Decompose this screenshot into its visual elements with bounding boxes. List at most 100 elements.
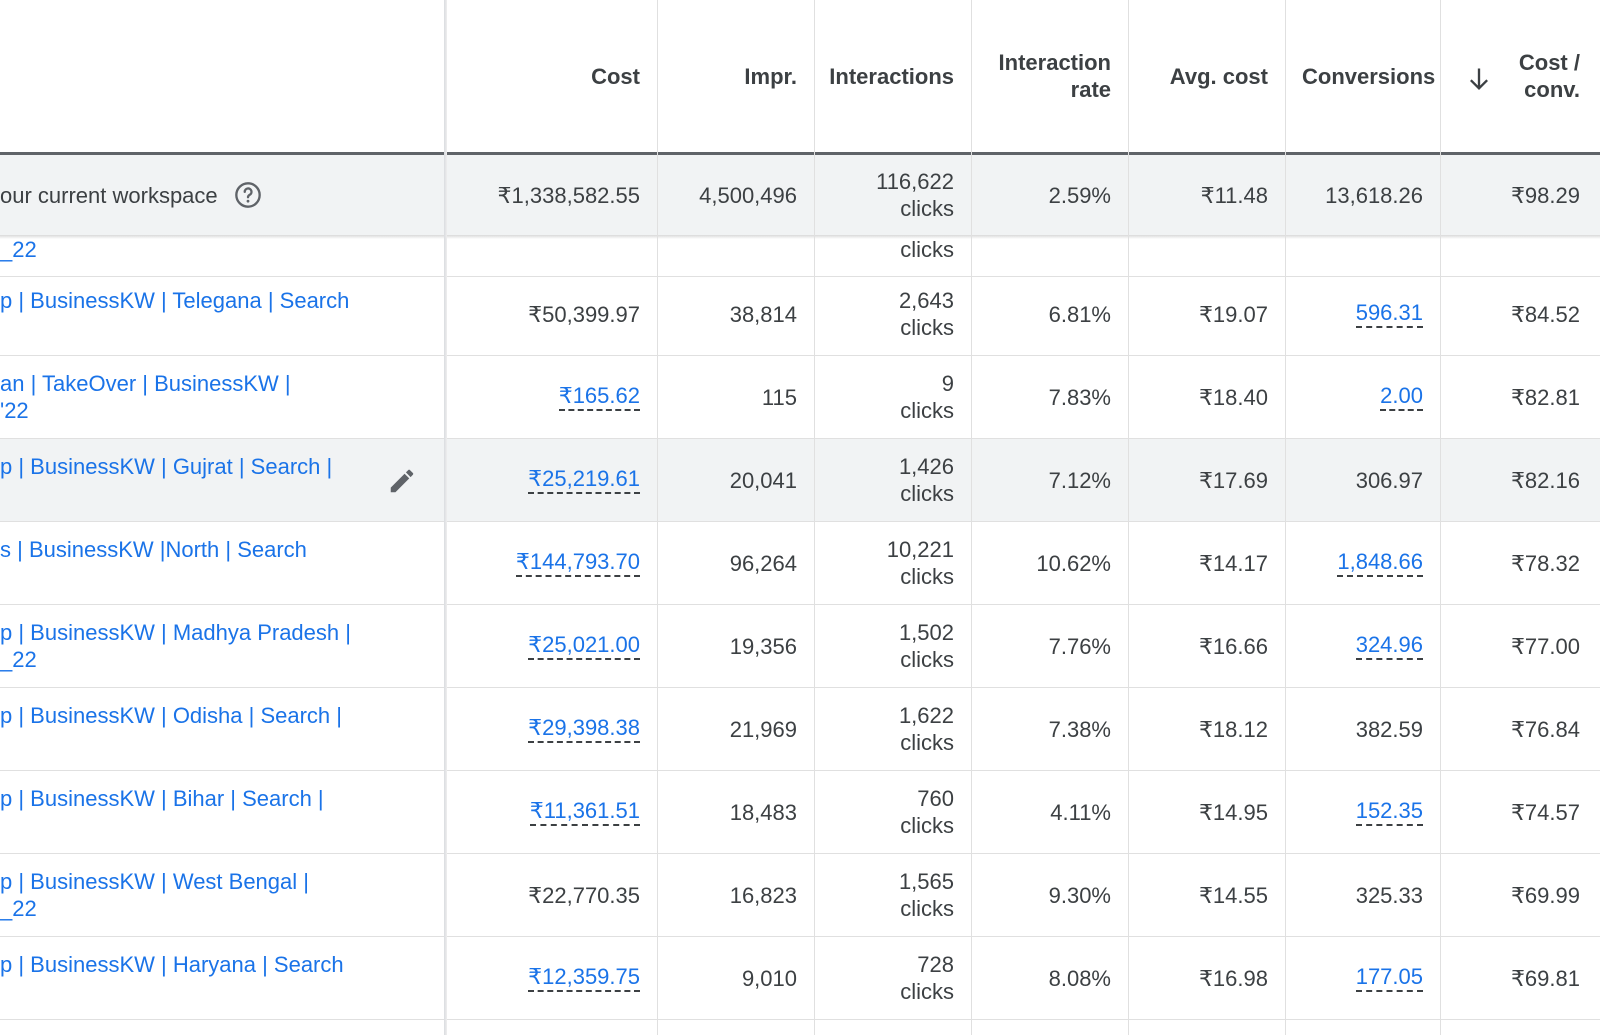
row-interactions-unit: clicks — [900, 813, 954, 838]
row-cost-link[interactable]: ₹11,361.51 — [529, 798, 640, 826]
row-avg-cost: ₹14.17 — [1198, 550, 1268, 576]
row-impr: 38,814 — [729, 301, 797, 327]
column-header-label-line2: conv. — [1524, 77, 1580, 102]
row-conversions-link[interactable]: 1,848.66 — [1337, 549, 1423, 577]
row-interactions: 1,622 clicks — [814, 688, 971, 770]
row-interactions-unit: clicks — [900, 315, 954, 340]
table-row[interactable]: p | BusinessKW | Odisha | Search | ₹29,39… — [0, 688, 1600, 771]
column-header-interactions[interactable]: Interactions — [814, 0, 971, 152]
row-avg-cost: ₹14.55 — [1198, 882, 1268, 908]
row-interactions-value: 2,643 — [898, 288, 954, 313]
campaign-name[interactable]: p | BusinessKW | Telegana | Search — [0, 273, 445, 355]
row-conversions: 596.31 — [1285, 273, 1440, 355]
campaign-name-line1: p | BusinessKW | Haryana | Search — [0, 952, 344, 977]
row-interactions: clicks — [814, 235, 971, 276]
campaign-name[interactable]: _22 — [0, 235, 445, 276]
row-conversions: 152.35 — [1285, 771, 1440, 853]
campaign-name-line1: p | BusinessKW | West Bengal | — [0, 869, 309, 894]
table-row[interactable]: p | BusinessKW | Haryana | Search ₹12,359… — [0, 937, 1600, 1020]
table-row[interactable]: s | BusinessKW |North | Search ₹144,793.7… — [0, 522, 1600, 605]
column-header-impr[interactable]: Impr. — [657, 0, 814, 152]
row-interaction-rate: 8.08% — [1048, 965, 1111, 991]
row-cost-link[interactable]: ₹29,398.38 — [528, 715, 640, 743]
row-interactions-unit: clicks — [900, 564, 954, 589]
campaign-name[interactable]: p | BusinessKW | Bihar | Search | — [0, 771, 445, 853]
row-interactions-unit: clicks — [900, 647, 954, 672]
table-row[interactable]: an | TakeOver | BusinessKW | '22 ₹165.62 11… — [0, 356, 1600, 439]
row-interaction-rate: 9.30% — [1048, 882, 1111, 908]
row-conversions-link[interactable]: 596.31 — [1355, 300, 1423, 328]
column-header-label: Cost — [591, 63, 640, 89]
row-conversions-link[interactable]: 177.05 — [1355, 964, 1423, 992]
row-conversions: 2.00 — [1285, 356, 1440, 438]
row-cost: ₹12,359.75 — [445, 937, 657, 1019]
row-cost-per-conv: ₹69.81 — [1510, 965, 1580, 991]
help-circle-icon[interactable] — [234, 181, 262, 209]
row-interactions-unit: clicks — [900, 237, 954, 262]
row-interactions-unit: clicks — [900, 481, 954, 506]
table-row[interactable]: p | BusinessKW | Madhya Pradesh | _22 ₹25,… — [0, 605, 1600, 688]
arrow-down-icon[interactable] — [1465, 64, 1493, 94]
column-header-cost-per-conv[interactable]: Cost / conv. — [1440, 0, 1600, 152]
pencil-icon[interactable] — [387, 466, 417, 496]
row-impr: 115 — [761, 384, 797, 410]
total-avg-cost: ₹11.48 — [1200, 182, 1268, 208]
row-interactions: 9 clicks — [814, 356, 971, 438]
row-interaction-rate: 7.76% — [1048, 633, 1111, 659]
column-header-label: Interaction rate — [999, 49, 1111, 103]
row-interaction-rate: 7.12% — [1048, 467, 1111, 493]
row-cost-per-conv: ₹77.00 — [1510, 633, 1580, 659]
row-impr: 16,823 — [729, 882, 797, 908]
table-row[interactable]: p | BusinessKW | West Bengal | _22 ₹22,770… — [0, 854, 1600, 937]
row-cost-link[interactable]: ₹144,793.70 — [515, 549, 640, 577]
campaign-name-line1: s | BusinessKW |North | Search — [0, 537, 307, 562]
row-interactions-value: 1,565 — [898, 869, 954, 894]
row-cost-link[interactable]: ₹25,021.00 — [528, 632, 640, 660]
campaign-name-line2: '22 — [0, 398, 29, 423]
row-cost-link[interactable]: ₹12,359.75 — [528, 964, 640, 992]
table-row-partial[interactable]: _22 clicks — [0, 235, 1600, 277]
campaign-name[interactable]: s | BusinessKW |North | Search — [0, 522, 445, 604]
row-interaction-rate: 7.38% — [1048, 716, 1111, 742]
campaign-name-line1: an | TakeOver | BusinessKW | — [0, 371, 291, 396]
campaign-name[interactable]: p | BusinessKW | Haryana | Search — [0, 937, 445, 1019]
campaign-name[interactable]: p | BusinessKW | Odisha | Search | — [0, 688, 445, 770]
column-header-label: Cost / conv. — [1519, 49, 1580, 103]
campaign-name-line1: p | BusinessKW | Telegana | Search — [0, 288, 350, 313]
row-interactions: 10,221 clicks — [814, 522, 971, 604]
row-cost: ₹22,770.35 — [528, 882, 640, 908]
row-conversions: 325.33 — [1355, 882, 1423, 908]
row-interactions-value: 10,221 — [886, 537, 954, 562]
column-header-conversions[interactable]: Conversions — [1285, 0, 1440, 152]
column-header-cost[interactable]: Cost — [445, 0, 657, 152]
table-row[interactable]: p | BusinessKW | Telegana | Search ₹50,39… — [0, 273, 1600, 356]
row-cost: ₹25,219.61 — [445, 439, 657, 521]
row-interactions: 1,502 clicks — [814, 605, 971, 687]
row-cost: ₹50,399.97 — [528, 301, 640, 327]
row-cost-link[interactable]: ₹25,219.61 — [528, 466, 640, 494]
row-cost-per-conv: ₹69.99 — [1510, 882, 1580, 908]
table-row[interactable]: p | BusinessKW | Gujrat | Search | ₹25,21… — [0, 439, 1600, 522]
campaign-name[interactable]: an | TakeOver | BusinessKW | '22 — [0, 356, 445, 438]
row-conversions-link[interactable]: 2.00 — [1380, 383, 1423, 411]
row-interactions-unit: clicks — [900, 398, 954, 423]
column-header-avg-cost[interactable]: Avg. cost — [1128, 0, 1285, 152]
row-conversions-link[interactable]: 324.96 — [1355, 632, 1423, 660]
row-conversions-link[interactable]: 152.35 — [1355, 798, 1423, 826]
row-cost-per-conv: ₹74.57 — [1510, 799, 1580, 825]
column-header-interaction-rate[interactable]: Interaction rate — [971, 0, 1128, 152]
row-interactions-unit: clicks — [900, 730, 954, 755]
campaign-name[interactable]: p | BusinessKW | Gujrat | Search | — [0, 439, 445, 521]
column-divider — [657, 0, 658, 1035]
row-cost-link[interactable]: ₹165.62 — [558, 383, 640, 411]
row-cost-per-conv: ₹76.84 — [1510, 716, 1580, 742]
table-header: Cost Impr. Interactions Interaction rate … — [0, 0, 1600, 152]
campaign-name[interactable]: p | BusinessKW | West Bengal | _22 — [0, 854, 445, 936]
column-header-label-line2: rate — [1070, 77, 1111, 102]
row-impr: 96,264 — [729, 550, 797, 576]
row-interactions: 1,426 clicks — [814, 439, 971, 521]
table-row[interactable]: p | BusinessKW | Bihar | Search | ₹11,361… — [0, 771, 1600, 854]
campaign-name[interactable]: p | BusinessKW | Madhya Pradesh | _22 — [0, 605, 445, 687]
row-interactions-value: 760 — [917, 786, 954, 811]
total-interactions-unit: clicks — [900, 196, 954, 221]
